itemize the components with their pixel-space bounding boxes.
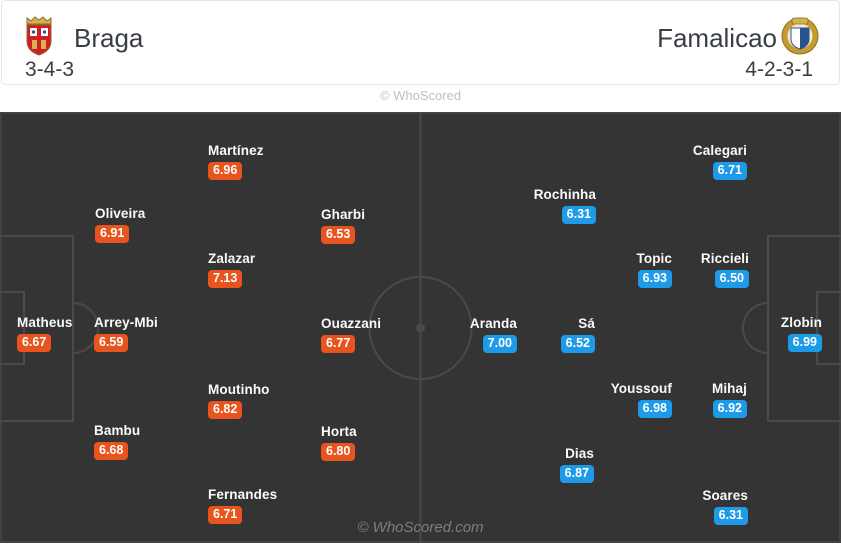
player-home[interactable]: Martínez 6.96 [208, 143, 264, 180]
player-home[interactable]: Ouazzani 6.77 [321, 316, 381, 353]
player-rating-badge: 6.67 [17, 334, 52, 352]
player-rating-badge: 6.96 [208, 162, 243, 180]
player-rating-badge: 6.52 [560, 335, 595, 353]
player-home[interactable]: Zalazar 7.13 [208, 251, 255, 288]
player-rating-badge: 6.82 [208, 401, 243, 419]
player-rating-badge: 7.00 [482, 335, 517, 353]
player-name: Horta [321, 424, 357, 439]
player-away[interactable]: Topic 6.93 [636, 251, 672, 288]
player-name: Arrey-Mbi [94, 315, 158, 330]
home-team-name[interactable]: Braga [74, 23, 144, 53]
match-header: Braga 3-4-3 Famalicao 4-2-3-1 [1, 0, 840, 85]
player-rating-badge: 6.31 [561, 206, 596, 224]
home-formation: 3-4-3 [25, 58, 75, 81]
player-away[interactable]: Calegari 6.71 [693, 143, 747, 180]
player-name: Riccieli [700, 251, 749, 266]
player-away[interactable]: Sá 6.52 [560, 316, 595, 353]
player-away[interactable]: Soares 6.31 [702, 488, 748, 525]
player-away[interactable]: Youssouf 6.98 [611, 381, 672, 418]
player-name: Fernandes [208, 487, 278, 502]
player-name: Rochinha [533, 187, 596, 202]
player-rating-badge: 6.91 [95, 225, 130, 243]
player-name: Dias [565, 446, 594, 461]
player-name: Sá [578, 316, 595, 331]
player-name: Calegari [692, 143, 747, 158]
player-name: Aranda [469, 316, 517, 331]
player-rating-badge: 6.77 [321, 335, 356, 353]
player-rating-badge: 6.80 [321, 443, 356, 461]
player-rating-badge: 6.31 [713, 507, 748, 525]
player-home[interactable]: Horta 6.80 [321, 424, 357, 461]
player-rating-badge: 6.98 [637, 400, 672, 418]
player-away[interactable]: Riccieli 6.50 [701, 251, 749, 288]
whoscored-watermark-bottom: © WhoScored.com [357, 519, 484, 536]
player-home[interactable]: Fernandes 6.71 [208, 487, 277, 524]
player-home[interactable]: Matheus 6.67 [17, 315, 72, 352]
famalicao-crest-icon[interactable] [781, 15, 819, 61]
player-rating-badge: 6.93 [637, 270, 672, 288]
player-name: Martínez [208, 143, 264, 158]
formation-pitch: Martínez 6.96 Oliveira 6.91 Gharbi 6.53 Zalaza… [0, 112, 841, 543]
player-rating-badge: 7.13 [208, 270, 243, 288]
player-away[interactable]: Zlobin 6.99 [781, 315, 822, 352]
player-name: Zalazar [208, 251, 256, 266]
pitch-markings [0, 112, 841, 543]
away-formation: 4-2-3-1 [745, 58, 813, 81]
player-rating-badge: 6.50 [714, 270, 749, 288]
player-away[interactable]: Rochinha 6.31 [534, 187, 596, 224]
player-home[interactable]: Gharbi 6.53 [321, 207, 365, 244]
player-rating-badge: 6.99 [787, 334, 822, 352]
player-name: Youssouf [610, 381, 672, 396]
whoscored-watermark-top: © WhoScored [379, 88, 462, 103]
player-home[interactable]: Bambu 6.68 [94, 423, 140, 460]
player-rating-badge: 6.68 [94, 442, 129, 460]
player-name: Mihaj [711, 381, 747, 396]
player-name: Topic [636, 251, 672, 266]
player-away[interactable]: Aranda 7.00 [470, 316, 517, 353]
player-name: Oliveira [95, 206, 146, 221]
player-rating-badge: 6.71 [208, 506, 243, 524]
player-name: Gharbi [321, 207, 366, 222]
player-away[interactable]: Mihaj 6.92 [712, 381, 747, 418]
player-rating-badge: 6.87 [559, 465, 594, 483]
player-home[interactable]: Arrey-Mbi 6.59 [94, 315, 158, 352]
player-name: Ouazzani [321, 316, 382, 331]
away-team-name[interactable]: Famalicao [657, 23, 777, 53]
player-away[interactable]: Dias 6.87 [559, 446, 594, 483]
player-home[interactable]: Oliveira 6.91 [95, 206, 145, 243]
player-name: Soares [702, 488, 748, 503]
player-rating-badge: 6.92 [712, 400, 747, 418]
player-home[interactable]: Moutinho 6.82 [208, 382, 270, 419]
player-name: Zlobin [780, 315, 822, 330]
player-rating-badge: 6.53 [321, 226, 356, 244]
player-name: Bambu [94, 423, 141, 438]
player-name: Matheus [17, 315, 73, 330]
player-name: Moutinho [208, 382, 270, 397]
player-rating-badge: 6.71 [712, 162, 747, 180]
braga-crest-icon[interactable] [23, 15, 55, 61]
player-rating-badge: 6.59 [94, 334, 129, 352]
